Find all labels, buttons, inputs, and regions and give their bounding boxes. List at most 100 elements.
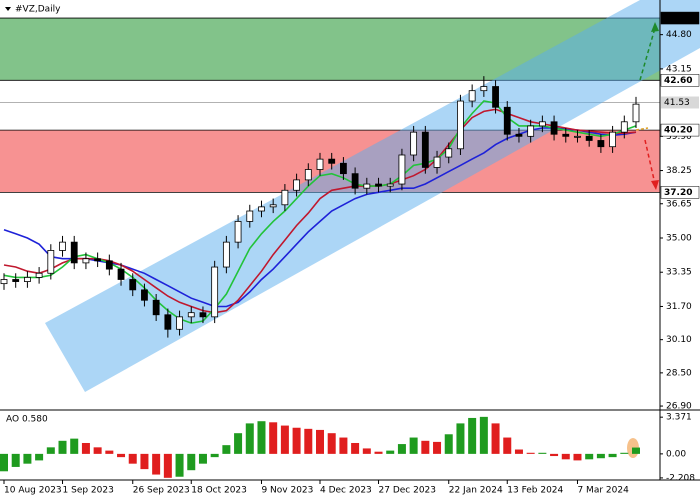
candle-body: [468, 90, 476, 102]
candle-body: [176, 316, 183, 330]
ao-bar: [374, 451, 383, 454]
ao-bar: [596, 453, 605, 459]
ao-bar: [632, 447, 640, 454]
candle-body: [562, 133, 570, 137]
candle-body: [258, 206, 265, 212]
ao-bar: [222, 445, 231, 454]
candle-body: [293, 179, 300, 191]
candle-body: [632, 103, 640, 123]
y-tick-label: 3.371: [666, 413, 692, 423]
price-label: 37.20: [664, 188, 692, 198]
ao-bar: [46, 447, 55, 454]
candle-body: [421, 131, 429, 168]
ao-bar: [70, 438, 79, 454]
candle-body: [515, 133, 523, 137]
ao-bar: [304, 428, 313, 454]
candle-body: [211, 266, 219, 318]
candle-body: [445, 148, 453, 158]
menu-icon[interactable]: [5, 7, 11, 11]
x-tick-label: 22 Jan 2024: [449, 486, 503, 496]
candle-body: [609, 131, 616, 148]
candle-body: [620, 121, 628, 133]
y-tick-label: 35.00: [666, 233, 692, 243]
candle-body: [398, 154, 406, 185]
y-tick-label: 28.50: [666, 368, 692, 378]
ao-bar: [468, 417, 477, 454]
candle-body: [222, 241, 230, 268]
price-label-box: [660, 123, 700, 137]
candle-body: [585, 135, 593, 141]
candle-body: [492, 86, 499, 108]
x-tick-label: 7 Mar 2024: [577, 486, 629, 496]
forecast-down-arrow: [644, 139, 656, 185]
ao-bar: [198, 453, 207, 464]
ao-bar: [456, 423, 465, 454]
y-tick-label: 31.70: [666, 302, 692, 312]
y-tick-label: 36.65: [666, 199, 692, 209]
candle-body: [12, 279, 20, 282]
chart-title: #VZ,Daily: [15, 5, 61, 15]
candle-body: [35, 272, 43, 278]
ao-bar: [105, 450, 114, 454]
candle-body: [24, 277, 31, 282]
y-tick-label: -2.208: [666, 473, 695, 483]
x-tick-label: 26 Sep 2023: [133, 486, 190, 496]
candle-body: [129, 279, 137, 291]
arrow-head: [651, 22, 659, 32]
y-tick-label: 30.10: [666, 335, 692, 345]
ao-bar: [175, 453, 184, 477]
x-tick-label: 1 Sep 2023: [63, 486, 114, 496]
price-label: 41.53: [664, 98, 690, 108]
candle-body: [363, 183, 371, 189]
ao-bar: [280, 425, 289, 454]
ao-bar: [292, 427, 301, 454]
candle-body: [527, 125, 535, 137]
ao-bar: [316, 429, 324, 454]
candle-body: [304, 169, 312, 181]
candle-body: [269, 204, 277, 208]
ao-bar: [187, 453, 196, 471]
ao-bar: [573, 453, 582, 461]
candle-body: [574, 135, 581, 138]
candle-body: [457, 100, 464, 150]
x-tick-label: 13 Feb 2024: [507, 486, 563, 496]
candle-body: [59, 241, 66, 251]
ao-bar: [81, 442, 90, 454]
ao-bar: [491, 423, 500, 454]
ao-bar: [58, 440, 67, 454]
candle-body: [152, 299, 160, 316]
ao-bar: [526, 452, 535, 454]
candle-body: [375, 183, 382, 187]
price-label: 45.60: [664, 14, 692, 24]
ao-bar: [117, 453, 126, 458]
ao-bar: [23, 453, 32, 464]
candle-body: [538, 121, 546, 127]
price-label-box: [660, 74, 700, 87]
ao-bar: [93, 447, 102, 454]
ao-bar: [550, 453, 559, 457]
x-tick-label: 27 Dec 2023: [379, 486, 437, 496]
ao-bar: [503, 437, 512, 454]
ao-bar: [140, 453, 149, 470]
forecast-up-arrow: [639, 27, 656, 81]
candle-body: [117, 268, 125, 280]
ao-bar: [128, 453, 137, 464]
ao-bar: [269, 422, 278, 454]
ao-bar: [210, 453, 219, 458]
candle-body: [199, 312, 207, 318]
y-tick-label: 33.35: [666, 268, 692, 278]
x-tick-label: 18 Oct 2023: [191, 486, 247, 496]
x-tick-label: 10 Aug 2023: [4, 486, 62, 496]
candle-body: [316, 158, 324, 170]
price-label-box: [660, 11, 700, 25]
ao-bar: [479, 416, 488, 454]
ao-bar: [245, 423, 254, 454]
ao-bar: [433, 441, 442, 454]
trend-channel: [45, 0, 700, 392]
ao-bar: [585, 453, 594, 460]
ao-bar: [397, 444, 406, 454]
ao-bar: [538, 452, 547, 454]
candle-body: [480, 86, 488, 92]
candle-body: [410, 131, 418, 156]
